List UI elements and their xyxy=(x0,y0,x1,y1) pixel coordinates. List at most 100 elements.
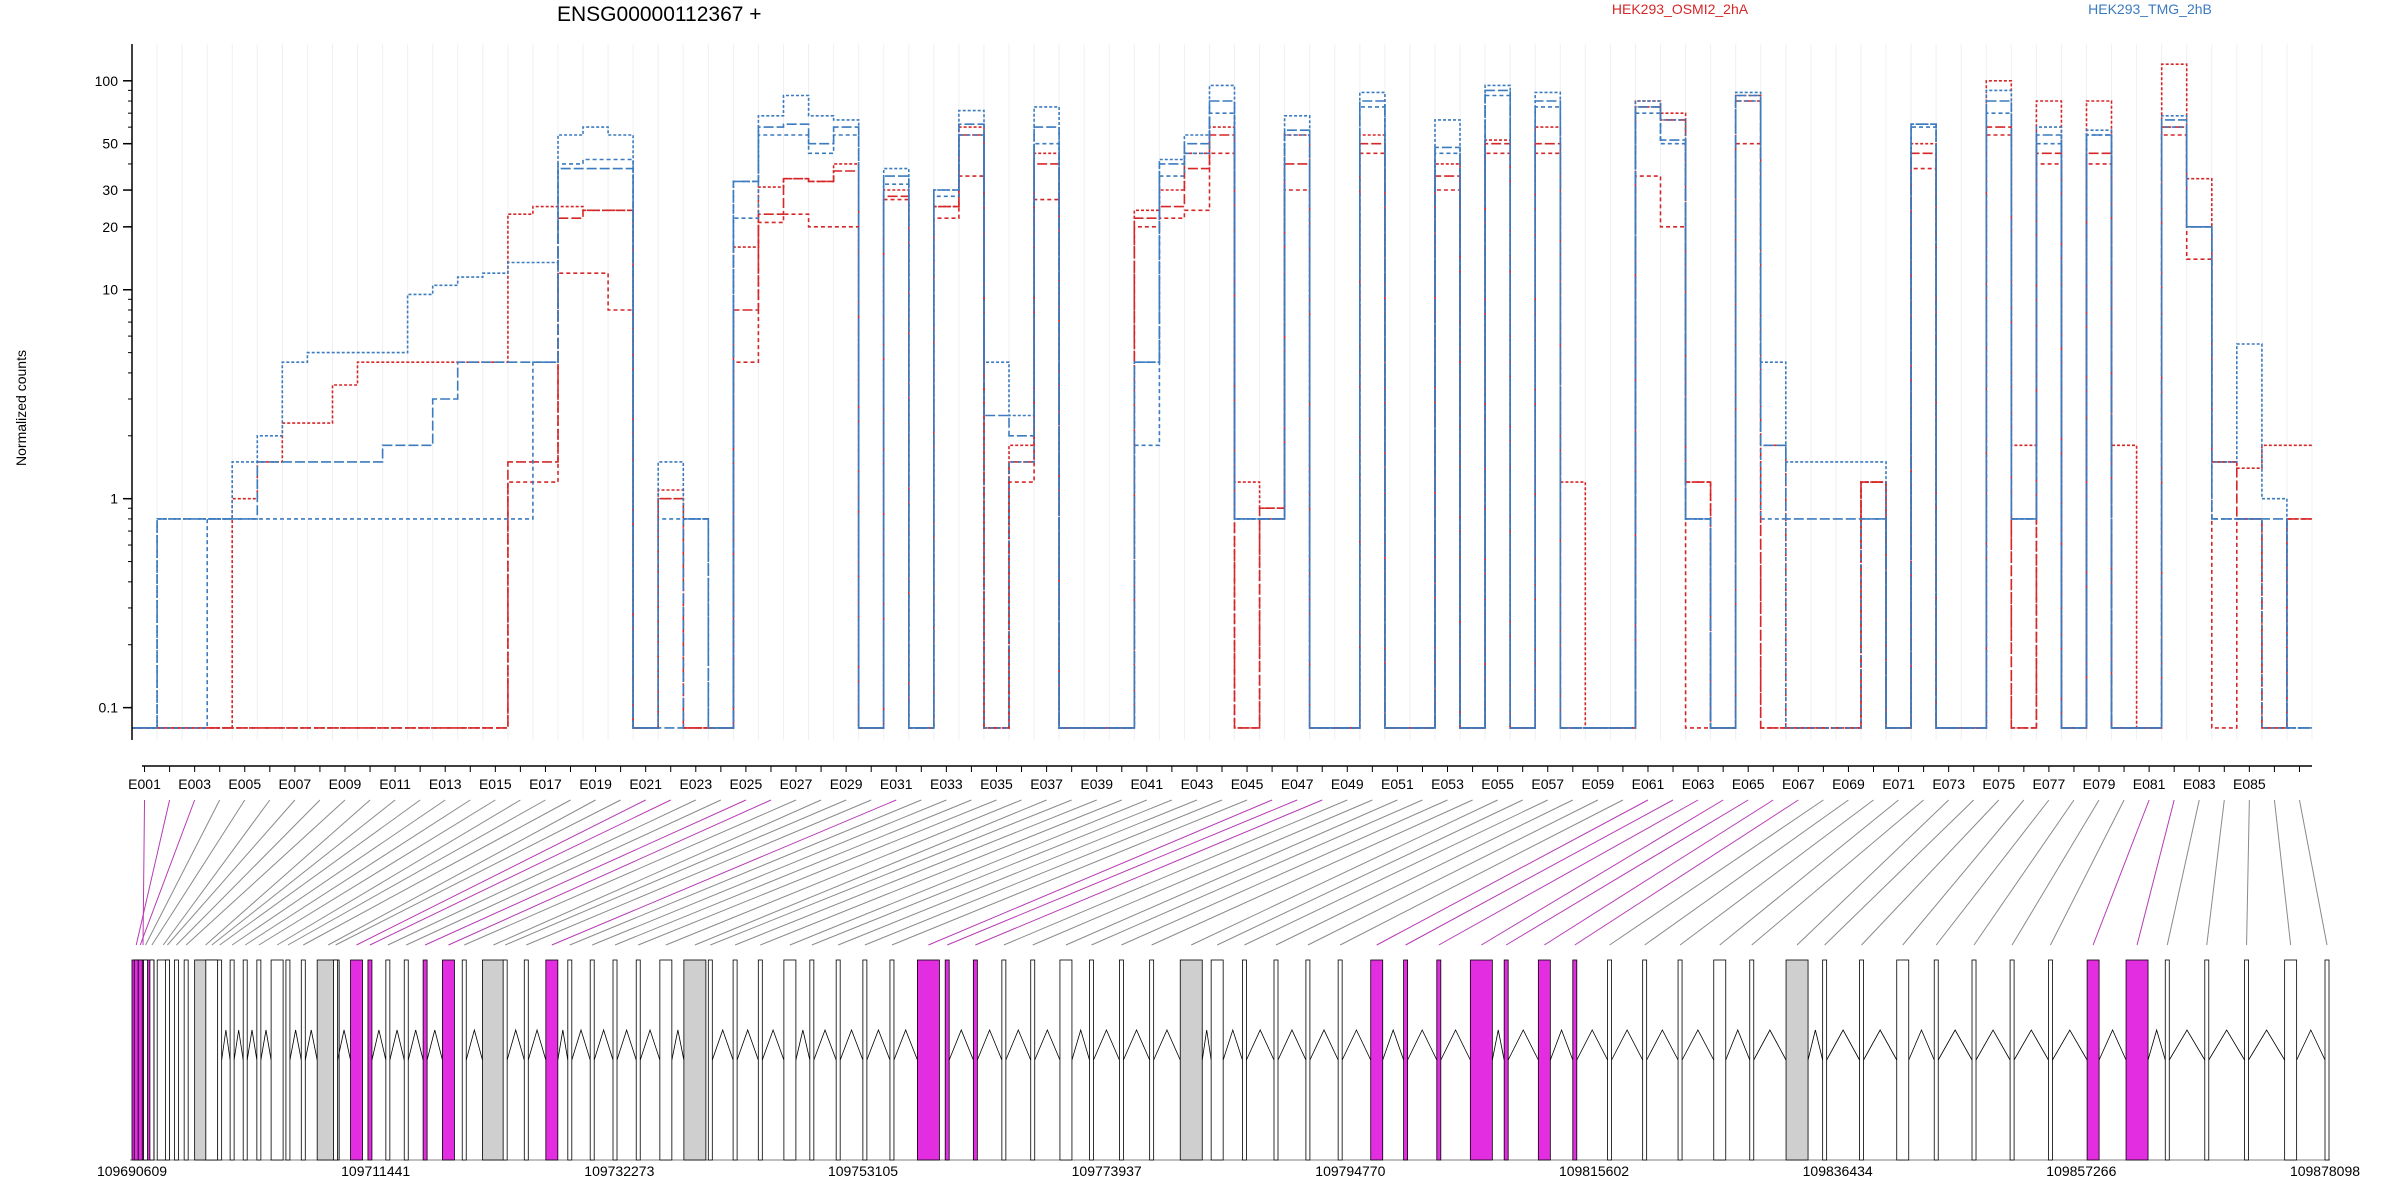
intron-line xyxy=(337,1029,351,1061)
exon-box xyxy=(270,959,284,1161)
genomic-tick-label: 109690609 xyxy=(97,1163,167,1179)
exon-box xyxy=(2164,959,2170,1161)
exon-box xyxy=(707,959,713,1161)
exon-box xyxy=(256,959,262,1161)
exon-connector xyxy=(1065,799,1398,946)
intron-line xyxy=(1222,1028,1243,1061)
exon-box xyxy=(137,959,143,1161)
y-tick-label: 20 xyxy=(102,219,118,235)
exon-connector xyxy=(1307,799,1599,946)
genomic-axis: 109690609 109711441 109732273 109753105 1097… xyxy=(97,1163,2360,1179)
genomic-tick-label: 109878098 xyxy=(2290,1163,2360,1179)
exon-connector xyxy=(1376,799,1649,946)
exon-tick-label: E027 xyxy=(780,776,813,792)
intron-line xyxy=(616,1028,637,1061)
intron-line xyxy=(1908,1028,1935,1061)
y-tick-label: 30 xyxy=(102,182,118,198)
exon-box xyxy=(2009,959,2015,1161)
exon-gridlines xyxy=(131,44,2313,740)
genomic-tick-label: 109732273 xyxy=(584,1163,654,1179)
exon-box xyxy=(149,959,155,1161)
exon-box xyxy=(442,959,455,1161)
exon-box xyxy=(285,959,291,1161)
exon-tick-label: E069 xyxy=(1832,776,1865,792)
exon-connector xyxy=(185,799,346,946)
genomic-tick-label: 109753105 xyxy=(828,1163,898,1179)
exon-connector xyxy=(276,799,521,946)
intron-line xyxy=(260,1029,272,1061)
intron-line xyxy=(1005,1028,1032,1061)
intron-line xyxy=(1123,1029,1151,1061)
series-line-2 xyxy=(132,63,2312,729)
intron-line xyxy=(671,1029,685,1061)
exon-box xyxy=(783,959,797,1161)
series-line-0 xyxy=(132,134,2312,729)
exon-box xyxy=(1273,959,1279,1161)
exon-box xyxy=(242,959,248,1161)
exon-connector xyxy=(710,799,1072,946)
intron-line xyxy=(371,1029,387,1061)
intron-line xyxy=(866,1028,891,1061)
intron-line xyxy=(1863,1029,1898,1061)
exon-box xyxy=(367,959,373,1161)
exon-connector xyxy=(139,799,196,946)
exon-box xyxy=(1149,959,1155,1161)
exon-tick-label: E083 xyxy=(2183,776,2216,792)
exon-box xyxy=(1971,959,1977,1161)
intron-line xyxy=(1034,1028,1061,1061)
exon-connector xyxy=(176,799,321,946)
exon-connector xyxy=(1644,799,1849,946)
exon-connector xyxy=(145,799,221,946)
exon-box xyxy=(482,959,505,1161)
exon-box xyxy=(143,959,148,1161)
exon-box xyxy=(1896,959,1910,1161)
exon-tick-label: E009 xyxy=(329,776,362,792)
series-line-4 xyxy=(132,89,2312,729)
exon-tick-label: E001 xyxy=(128,776,161,792)
intron-line xyxy=(1277,1029,1307,1061)
intron-line xyxy=(976,1028,1003,1061)
exon-tick-label: E049 xyxy=(1331,776,1364,792)
exon-tick-label: E003 xyxy=(178,776,211,792)
y-axis-label: Normalized counts xyxy=(13,350,29,466)
exon-box xyxy=(1305,959,1311,1161)
exon-box xyxy=(350,959,363,1161)
exon-box xyxy=(732,959,738,1161)
exon-box xyxy=(545,959,559,1161)
exon-box xyxy=(1572,959,1578,1161)
exon-connector xyxy=(1244,799,1548,946)
intron-line xyxy=(795,1029,811,1061)
exon-connector xyxy=(327,799,596,946)
exon-box xyxy=(889,959,895,1161)
exon-box xyxy=(972,959,978,1161)
exon-tick-label: E085 xyxy=(2233,776,2266,792)
exon-box xyxy=(1030,959,1036,1161)
intron-line xyxy=(2098,1029,2127,1061)
exon-box xyxy=(944,959,950,1161)
intron-line xyxy=(711,1028,734,1061)
exon-box xyxy=(1503,959,1509,1161)
intron-line xyxy=(2208,1029,2245,1061)
series-lines xyxy=(132,63,2312,729)
exon-tick-label: E051 xyxy=(1381,776,1414,792)
exon-connector xyxy=(1405,799,1674,946)
intron-line xyxy=(1807,1029,1824,1061)
exon-connector xyxy=(837,799,1198,946)
exon-tick-label: E081 xyxy=(2133,776,2166,792)
intron-line xyxy=(1153,1029,1181,1061)
intron-line xyxy=(1341,1029,1372,1061)
exon-box xyxy=(612,959,618,1161)
exon-tick-label: E017 xyxy=(529,776,562,792)
exon-box xyxy=(1713,959,1727,1161)
exon-connector xyxy=(694,799,1047,946)
intron-line xyxy=(1246,1029,1275,1061)
chart-title: ENSG00000112367 + xyxy=(557,3,762,26)
exon-tick-label: E057 xyxy=(1531,776,1564,792)
intron-line xyxy=(289,1029,302,1061)
exon-connector xyxy=(1719,799,1899,946)
exon-connector xyxy=(2166,799,2200,946)
exon-tick-label: E061 xyxy=(1632,776,1665,792)
exon-tick-label: E039 xyxy=(1080,776,1113,792)
exon-connector xyxy=(1481,799,1724,946)
